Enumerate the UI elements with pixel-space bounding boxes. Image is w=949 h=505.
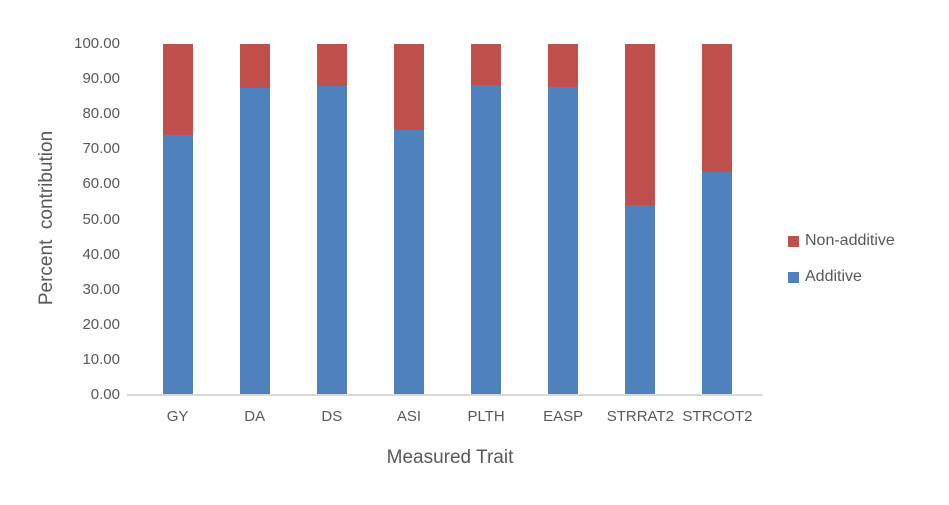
y-tick-label: 70.00 [82,140,120,158]
x-category-label: DA [244,408,266,425]
bar-segment-non-additive [625,44,656,205]
y-tick-label: 80.00 [82,105,120,123]
bar-segment-additive [239,87,270,395]
x-category-label: ASI [396,408,422,425]
y-tick-label: 90.00 [82,70,120,88]
legend-label: Non-additive [805,232,895,249]
legend: Non-additive Additive [788,231,895,303]
stacked-bar-easp [548,44,579,395]
bar-segment-additive [625,204,656,395]
bar-segment-non-additive [548,44,579,88]
bar-segment-non-additive [471,44,502,86]
y-tick-label: 60.00 [82,175,120,193]
bar-segment-non-additive [162,44,193,136]
bar-slot [525,44,602,395]
legend-label: Additive [805,268,862,285]
bar-segment-additive [162,135,193,395]
y-tick-label: 0.00 [90,386,120,403]
y-tick-label: 20.00 [82,315,120,333]
x-category-label: EASP [543,408,584,425]
stacked-bar-strcot2 [702,44,733,395]
bar-segment-additive [471,85,502,395]
x-category-label: DS [321,408,343,425]
bar-slot [679,44,756,395]
stacked-bar-gy [162,44,193,395]
legend-item-non-additive: Non-additive [788,231,895,251]
bar-slot [139,44,216,395]
x-category-label: GY [166,408,189,425]
y-tick-label: 50.00 [82,210,120,228]
bar-slot [293,44,370,395]
y-tick-label: 10.00 [82,350,120,368]
plot-area [139,44,756,395]
bar-segment-non-additive [316,44,347,86]
stacked-bar-plth [471,44,502,395]
bar-segment-additive [316,85,347,395]
stacked-bar-ds [316,44,347,395]
x-category-label: PLTH [467,408,505,425]
y-tick-label: 30.00 [82,280,120,298]
bar-segment-non-additive [393,44,424,130]
stacked-bar-asi [393,44,424,395]
y-tick-label: 100.00 [74,35,120,52]
x-category-label: STRCOT2 [682,408,753,425]
bar-segment-non-additive [239,44,270,88]
stacked-bar-strrat2 [625,44,656,395]
legend-swatch-icon [788,271,799,283]
x-axis-title: Measured Trait [386,447,514,468]
bar-slot [602,44,679,395]
x-axis-line [127,394,763,396]
y-tick-label: 40.00 [82,245,120,263]
bar-slot [370,44,447,395]
bar-segment-non-additive [702,44,733,173]
x-axis-labels: GY DA DS ASI PLTH EASP STRRAT2 STRCOT2 [139,408,756,425]
bar-slot [448,44,525,395]
stacked-bar-da [239,44,270,395]
legend-swatch-icon [788,235,799,247]
bar-segment-additive [393,129,424,395]
x-category-label: STRRAT2 [606,408,674,425]
bar-slot [216,44,293,395]
bar-segment-additive [702,172,733,395]
bar-segment-additive [548,87,579,395]
legend-item-additive: Additive [788,267,895,287]
